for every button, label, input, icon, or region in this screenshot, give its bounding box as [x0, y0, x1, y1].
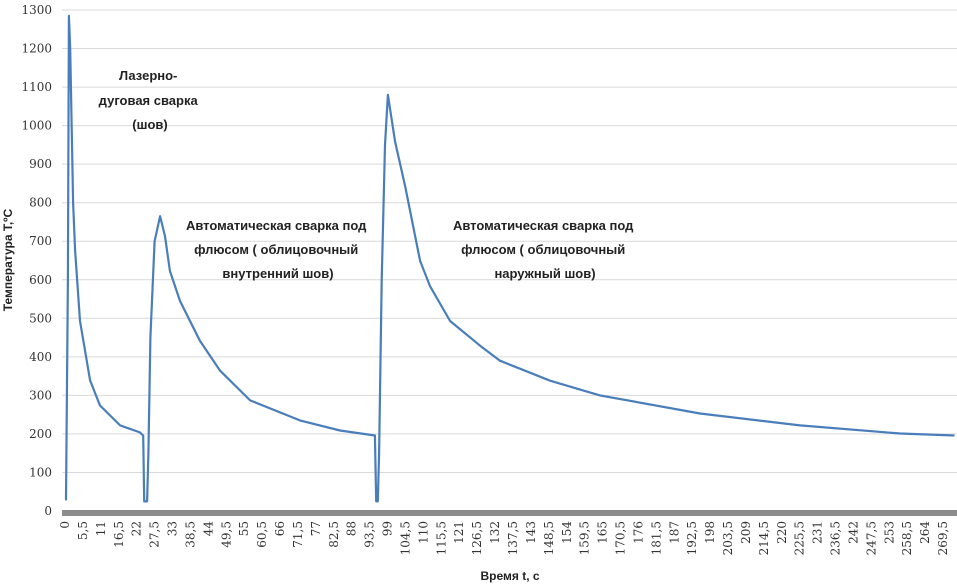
x-tick-label: 66 [273, 521, 287, 536]
x-tick-label: 11 [94, 521, 108, 536]
x-tick-label: 27,5 [148, 521, 162, 548]
x-axis-title: Время t, с [480, 569, 539, 583]
x-tick-label: 236,5 [829, 521, 843, 555]
x-tick-label: 132 [488, 521, 502, 544]
x-tick-label: 60,5 [255, 521, 269, 548]
x-tick-label: 82,5 [327, 521, 341, 548]
x-tick-label: 33 [166, 521, 180, 536]
x-tick-label: 198 [703, 521, 717, 544]
x-tick-label: 121 [452, 521, 466, 544]
y-tick-label: 500 [29, 311, 52, 325]
y-tick-label: 0 [44, 504, 52, 518]
x-tick-label: 154 [560, 521, 574, 544]
y-tick-label: 900 [29, 157, 52, 171]
x-tick-label: 192,5 [685, 521, 699, 555]
series-line-temperature [64, 14, 955, 503]
x-tick-label: 88 [345, 521, 359, 536]
x-tick-label: 225,5 [793, 521, 807, 555]
y-tick-label: 700 [29, 234, 52, 248]
y-tick-label: 1200 [21, 42, 52, 56]
gridlines [62, 9, 957, 473]
x-tick-label: 93,5 [363, 521, 377, 548]
x-tick-label: 22 [130, 521, 144, 536]
x-tick-label: 148,5 [542, 521, 556, 555]
x-tick-label: 16,5 [112, 521, 126, 548]
x-tick-label: 44 [201, 521, 215, 537]
x-tick-label: 187 [667, 521, 681, 544]
x-tick-label: 159,5 [578, 521, 592, 555]
x-tick-label: 242 [846, 521, 860, 544]
y-tick-label: 400 [29, 350, 52, 364]
x-tick-label: 143 [524, 521, 538, 544]
y-tick-label: 1100 [21, 80, 52, 94]
y-tick-label: 600 [29, 273, 52, 287]
x-tick-label: 214,5 [757, 521, 771, 555]
y-tick-label: 1000 [21, 119, 52, 133]
x-tick-label: 0 [58, 521, 72, 529]
x-tick-label: 137,5 [506, 521, 520, 555]
x-tick-label: 203,5 [721, 521, 735, 555]
x-tick-label: 55 [237, 521, 251, 536]
x-tick-label: 104,5 [398, 521, 412, 555]
annotation-inner-seam: Автоматическая сварка под флюсом ( облиц… [186, 218, 370, 281]
x-axis-line [62, 510, 957, 516]
y-axis-title: Температура T,ºC [1, 208, 15, 311]
x-tick-label: 126,5 [470, 521, 484, 555]
x-tick-label: 165 [596, 521, 610, 544]
y-tick-label: 800 [29, 196, 52, 210]
x-tick-label: 115,5 [434, 521, 448, 555]
x-tick-labels: 0 5,5 11 16,5 22 27,5 33 38,5 44 49,5 55 60,5 66 71,5… [58, 521, 950, 556]
x-tick-label: 38,5 [183, 521, 197, 548]
annotation-outer-seam: Автоматическая сварка под флюсом ( облиц… [453, 218, 637, 281]
x-tick-label: 5,5 [76, 521, 90, 540]
y-tick-label: 100 [29, 465, 52, 479]
annotation-laser-arc: Лазерно- дуговая сварка (шов) [99, 68, 202, 132]
x-tick-label: 110 [416, 521, 430, 544]
x-tick-label: 253 [882, 521, 896, 544]
x-tick-label: 181,5 [649, 521, 663, 555]
x-tick-label: 77 [309, 521, 323, 536]
x-tick-label: 49,5 [219, 521, 233, 548]
x-tick-label: 220 [775, 521, 789, 544]
x-tick-label: 176 [631, 521, 645, 544]
x-tick-label: 258,5 [900, 521, 914, 555]
y-tick-labels: 0 100 200 300 400 500 600 700 800 900 1000 1100 1200… [21, 3, 52, 518]
y-tick-label: 200 [29, 427, 52, 441]
x-tick-label: 170,5 [614, 521, 628, 555]
y-tick-label: 300 [29, 388, 52, 402]
y-tick-label: 1300 [21, 3, 52, 17]
x-tick-label: 209 [739, 521, 753, 544]
x-tick-label: 231 [811, 521, 825, 544]
x-tick-label: 99 [381, 521, 395, 536]
x-tick-label: 264 [918, 521, 932, 544]
x-tick-label: 247,5 [864, 521, 878, 555]
x-tick-label: 269,5 [936, 521, 950, 555]
x-tick-label: 71,5 [291, 521, 305, 548]
